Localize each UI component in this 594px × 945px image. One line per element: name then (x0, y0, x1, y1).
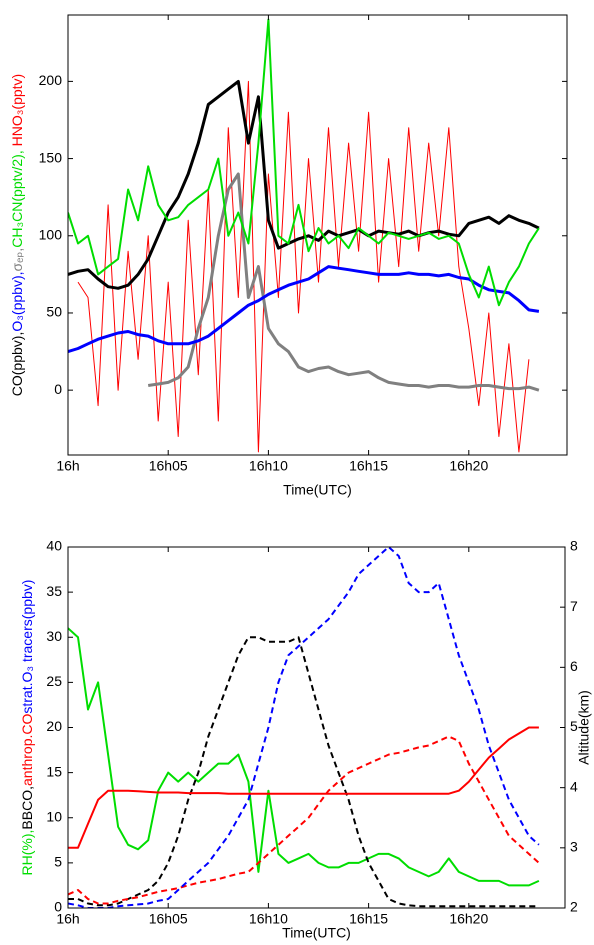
y-tick-label: 100 (39, 226, 63, 242)
x-tick-label: 16h15 (349, 458, 388, 474)
y2-tick-label: 6 (570, 658, 578, 674)
y-tick-label: 5 (54, 854, 62, 870)
y-tick-label: 30 (46, 628, 62, 644)
x-tick-label: 16h (56, 458, 79, 474)
x-tick-label: 16h10 (249, 458, 288, 474)
y-tick-label: 200 (39, 72, 63, 88)
y-tick-label: 0 (54, 381, 62, 397)
legend-entry: O₃(ppbv), (9, 271, 25, 331)
legend-entry: CH₃CN(pptv/2), (9, 150, 25, 248)
y2-tick-label: 3 (570, 839, 578, 855)
legend-entry: RH(%), (19, 830, 35, 876)
y-tick-label: 20 (46, 718, 62, 734)
legend-entry: BBCO, (19, 786, 35, 830)
x-tick-label: 16h05 (149, 911, 188, 927)
series-line (68, 636, 539, 908)
series-line (68, 265, 540, 354)
x-tick-label: 16h (56, 911, 79, 927)
panel: 16h 16h05 16h10 16h15 16h20 0 50 100 150 200 Time(… (9, 14, 568, 498)
legend-entry: anthrop.CO (19, 714, 35, 786)
x-tick-label: 16h05 (149, 458, 188, 474)
y-axis-label: RH(%),BBCO,anthrop.COstrat.O₃ tracers(pp… (19, 580, 35, 876)
series-line (68, 726, 539, 849)
axes-frame (67, 546, 566, 909)
x-tick-label: 16h15 (349, 911, 388, 927)
x-tick-label: 16h20 (449, 911, 488, 927)
series-line (77, 80, 530, 453)
y2-tick-label: 8 (570, 538, 578, 554)
y2-tick-label: 2 (570, 899, 578, 915)
panel: 16h 16h05 16h10 16h15 16h2005101520253035402… (19, 538, 592, 941)
y-tick-label: 10 (46, 808, 62, 824)
y-tick-label: 150 (39, 149, 63, 165)
series-line (147, 172, 540, 392)
series-line (68, 627, 540, 887)
x-tick-label: 16h10 (249, 911, 288, 927)
y-tick-label: 50 (46, 304, 62, 320)
y-axis-label: CO(ppbv),O₃(ppbv),σₑₚ,CH₃CN(pptv/2), HNO… (9, 74, 25, 396)
legend-entry: strat.O₃ tracers(ppbv) (19, 580, 35, 714)
legend-entry: CO(ppbv), (9, 332, 25, 397)
x-axis-label: Time(UTC) (283, 482, 352, 498)
series-line (68, 547, 540, 908)
y-tick-label: 25 (46, 673, 62, 689)
series-line (68, 18, 540, 307)
series-line (68, 735, 540, 905)
x-tick-label: 16h20 (449, 458, 488, 474)
y2-tick-label: 5 (570, 718, 578, 734)
series-line (68, 79, 540, 290)
series-group (68, 18, 540, 453)
y-tick-label: 0 (54, 899, 62, 915)
y2-axis-label: Altitude(km) (576, 690, 592, 765)
x-axis-label: Time(UTC) (282, 925, 351, 941)
y-tick-label: 15 (46, 763, 62, 779)
legend-entry: σₑₚ, (9, 248, 25, 272)
y-tick-label: 35 (46, 583, 62, 599)
series-group (68, 547, 540, 908)
y-tick-label: 40 (46, 538, 62, 554)
axes-frame (67, 14, 568, 456)
legend-entry: HNO₃(pptv) (9, 74, 25, 151)
y2-tick-label: 4 (570, 778, 578, 794)
y2-tick-label: 7 (570, 598, 578, 614)
